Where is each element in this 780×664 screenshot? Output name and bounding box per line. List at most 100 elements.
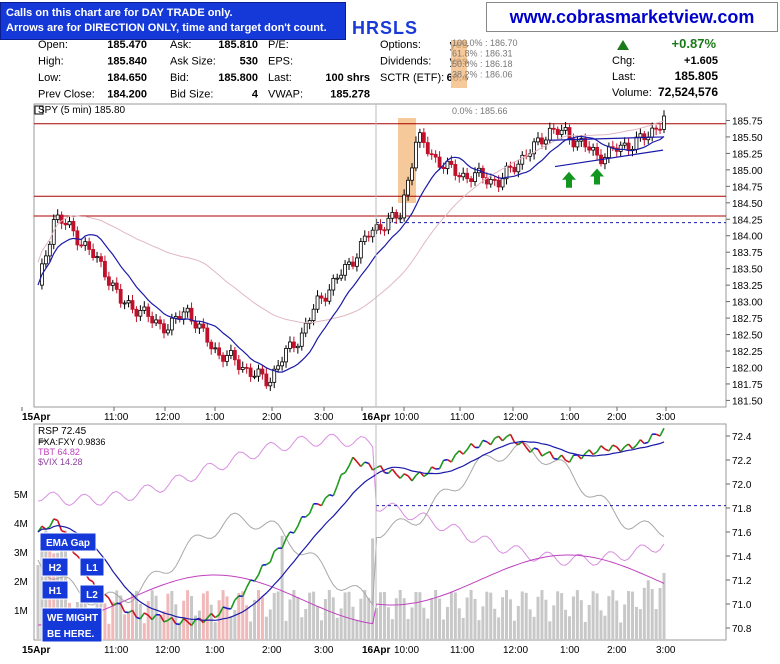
price-candle	[458, 175, 461, 176]
quote-label: SCTR (ETF):	[380, 72, 444, 84]
price-candle	[202, 324, 205, 328]
h1-box-text: H1	[49, 586, 62, 597]
volume-bar	[308, 593, 311, 640]
volume-bar	[37, 565, 40, 640]
quote-label: Chg:	[612, 55, 635, 67]
quote-label: Ask Size:	[170, 56, 216, 68]
price-candle	[253, 376, 256, 377]
volume-bar	[548, 621, 551, 640]
price-candle	[304, 323, 307, 333]
price-candle	[454, 164, 457, 175]
volume-bar	[442, 620, 445, 640]
price-candle	[517, 164, 520, 172]
price-tick-label: 184.75	[732, 182, 763, 193]
rsp-tick-label: 71.4	[732, 552, 752, 563]
price-candle	[450, 161, 453, 164]
price-candle	[265, 374, 268, 386]
quote-label: Bid:	[170, 72, 189, 84]
website-banner[interactable]: www.cobrasmarketview.com	[486, 2, 778, 32]
price-candle	[588, 147, 591, 150]
rsp-tick-label: 72.4	[732, 432, 752, 443]
price-candle	[438, 157, 441, 167]
price-candle	[147, 307, 150, 316]
volume-bar	[312, 592, 315, 640]
volume-bar	[407, 619, 410, 640]
volume-bar	[296, 597, 299, 640]
price-candle	[592, 147, 595, 150]
rsp-x-axis-label: 16Apr	[362, 645, 390, 656]
quote-label: Options:	[380, 39, 421, 51]
rsp-tick-label: 71.0	[732, 600, 752, 611]
volume-bar	[631, 592, 634, 640]
quote-label: Low:	[38, 72, 61, 84]
price-candle	[568, 127, 571, 138]
price-candle	[540, 138, 543, 144]
volume-bar	[139, 604, 142, 640]
volume-bar	[210, 605, 213, 640]
volume-bar	[462, 618, 465, 640]
volume-bar	[316, 606, 319, 640]
volume-tick-label: 4M	[14, 519, 28, 530]
x-axis-label: 3:00	[314, 412, 334, 423]
rsp-segment	[384, 473, 388, 474]
volume-bar	[635, 607, 638, 640]
volume-bar	[568, 616, 571, 640]
price-tick-label: 182.00	[732, 363, 763, 374]
price-candle	[344, 264, 347, 275]
price-candle	[466, 173, 469, 178]
price-candle	[544, 140, 547, 144]
price-candle	[261, 369, 264, 374]
price-candle	[418, 133, 421, 143]
price-candle	[501, 179, 504, 187]
quote-label: Last:	[268, 72, 292, 84]
volume-bar	[363, 590, 366, 640]
volume-bar	[529, 609, 532, 640]
volume-bar	[517, 606, 520, 640]
volume-bar	[336, 618, 339, 640]
price-tick-label: 182.75	[732, 314, 763, 325]
price-candle	[103, 261, 106, 276]
volume-bar	[564, 610, 567, 640]
quote-value: 184.200	[107, 89, 147, 101]
volume-bar	[292, 590, 295, 640]
volume-bar	[580, 600, 583, 640]
price-candle	[371, 230, 374, 237]
h2-box-text: H2	[49, 563, 62, 574]
price-tick-label: 181.75	[732, 380, 763, 391]
price-candle	[237, 360, 240, 370]
quote-label: Volume:	[612, 87, 652, 99]
rsp-segment	[554, 459, 558, 460]
price-candle	[387, 218, 390, 230]
price-candle	[245, 367, 248, 368]
fib-label: 0.0% : 185.66	[452, 106, 508, 116]
volume-bar	[253, 600, 256, 640]
pct-change: +0.87%	[672, 36, 717, 51]
price-candle	[655, 128, 658, 129]
volume-bar	[418, 592, 421, 640]
volume-bar	[509, 599, 512, 640]
might-line-1: WE MIGHT	[47, 613, 98, 624]
price-candle	[68, 221, 71, 224]
volume-bar	[273, 593, 276, 640]
price-candle	[336, 278, 339, 279]
volume-bar	[328, 590, 331, 640]
volume-tick-label: 2M	[14, 577, 28, 588]
volume-bar	[426, 619, 429, 640]
price-candle	[139, 310, 142, 316]
price-tick-label: 183.00	[732, 298, 763, 309]
volume-bar	[241, 591, 244, 640]
price-candle	[288, 342, 291, 348]
rsp-x-axis-label: 2:00	[262, 645, 282, 656]
price-candle	[403, 195, 406, 218]
price-candle	[379, 225, 382, 230]
rsp-tick-label: 71.8	[732, 504, 752, 515]
price-candle	[639, 134, 642, 137]
x-axis-label: 16Apr	[362, 412, 390, 423]
disclaimer-callout: Calls on this chart are for DAY TRADE on…	[0, 2, 346, 40]
price-tick-label: 185.00	[732, 166, 763, 177]
volume-bar	[155, 596, 158, 640]
rsp-x-axis-label: 11:00	[104, 645, 129, 656]
price-candle	[422, 133, 425, 143]
price-tick-label: 184.50	[732, 199, 763, 210]
volume-bar	[430, 598, 433, 640]
